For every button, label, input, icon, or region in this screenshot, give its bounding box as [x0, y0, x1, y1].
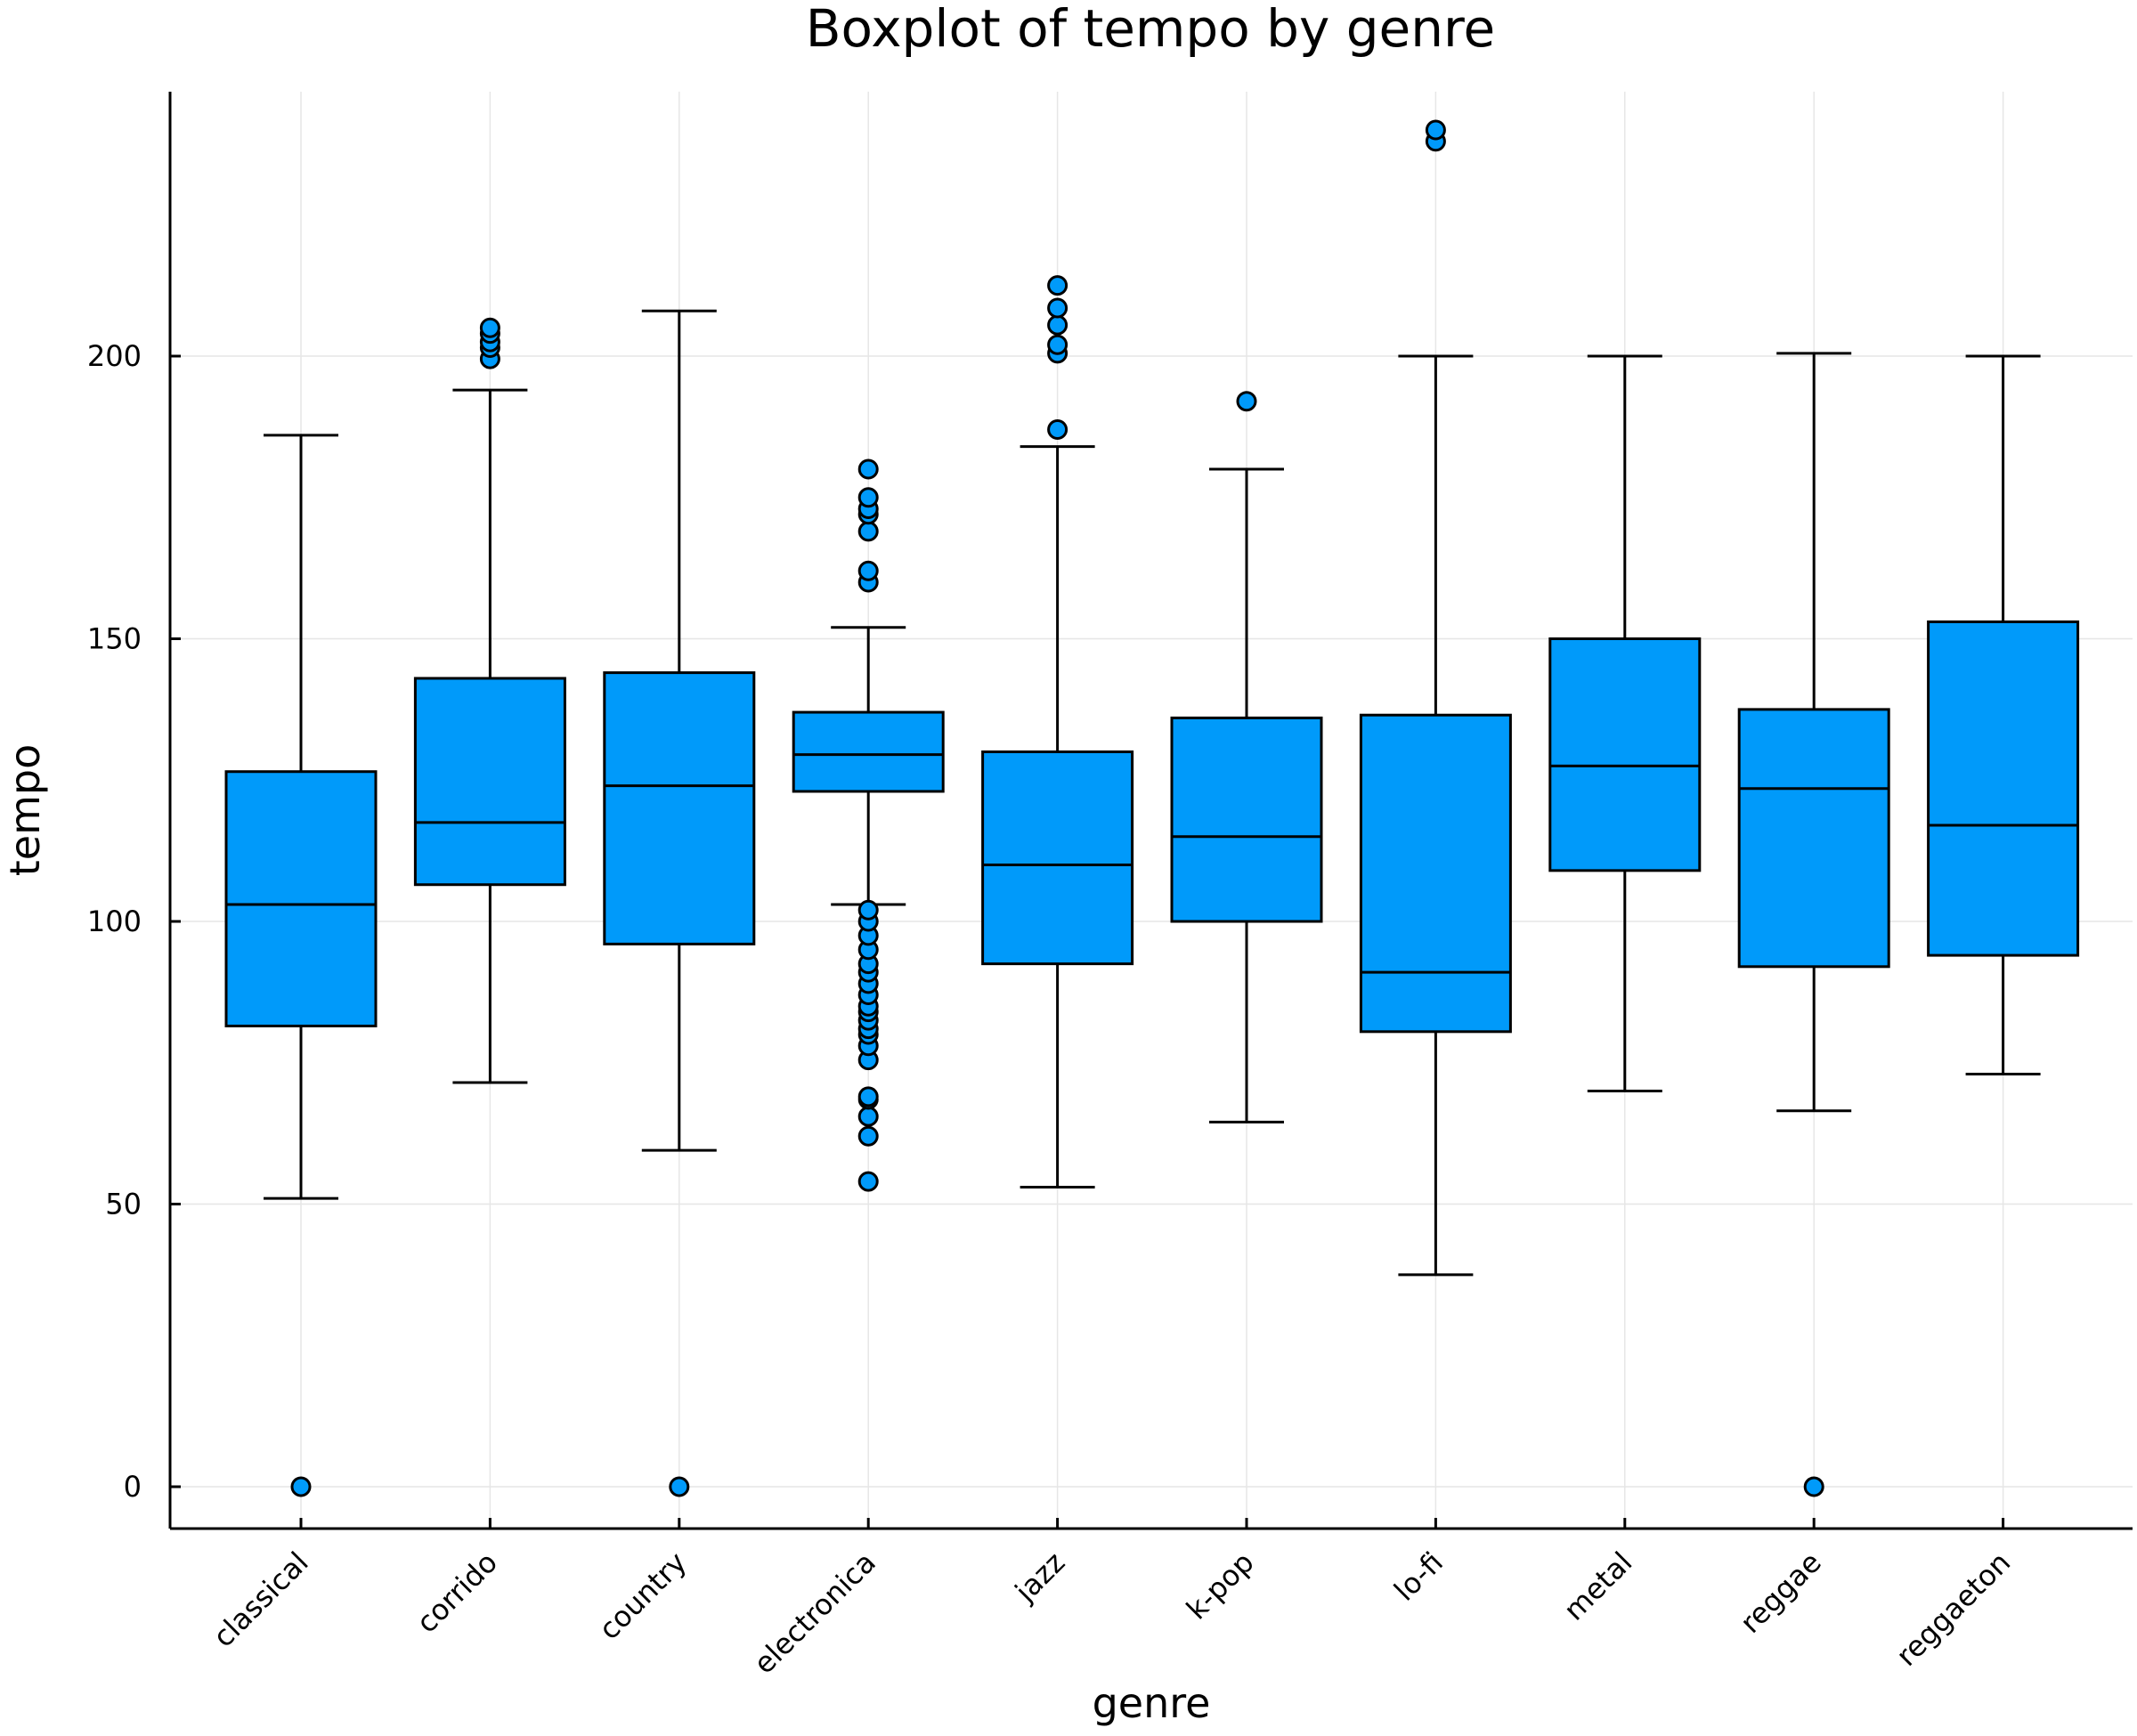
outlier-point [857, 458, 879, 480]
iqr-box [224, 770, 378, 1027]
x-ticks: classical corrido country electronica jazz k-… [207, 1518, 2017, 1681]
outlier-point [290, 1476, 312, 1497]
x-tick-label: k-pop [1180, 1545, 1261, 1626]
boxes [224, 119, 2080, 1497]
x-tick-label: metal [1557, 1545, 1639, 1627]
box-group-electronica [792, 458, 945, 1192]
x-tick-label: classical [207, 1545, 315, 1654]
x-tick-label: electronica [747, 1545, 882, 1681]
box-group-k-pop [1170, 391, 1323, 1124]
box-group-reggaeton [1927, 354, 2080, 1075]
outlier-point [669, 1476, 690, 1497]
iqr-box [413, 677, 566, 887]
outlier-point [857, 1171, 879, 1192]
x-tick-label: reggae [1734, 1545, 1828, 1640]
outlier-point [857, 560, 879, 581]
box-group-corrido [413, 317, 566, 1084]
box-group-jazz [981, 275, 1134, 1188]
x-tick-label: lo-fi [1387, 1545, 1450, 1608]
x-tick-label: country [592, 1545, 693, 1646]
iqr-box [1548, 637, 1702, 872]
y-tick-label: 50 [105, 1188, 142, 1221]
x-tick-label: corrido [410, 1545, 504, 1640]
outlier-point [1047, 419, 1068, 441]
iqr-box [603, 671, 756, 945]
x-tick-label: jazz [1008, 1545, 1071, 1609]
box-group-lo-fi [1359, 119, 1512, 1277]
outlier-point [857, 487, 879, 508]
outlier-point [857, 1086, 879, 1107]
outlier-point [1803, 1476, 1824, 1497]
y-axis-label: tempo [1, 744, 49, 877]
chart-title: Boxplot of tempo by genre [806, 0, 1496, 59]
outlier-point [1047, 275, 1068, 296]
outlier-point [1425, 119, 1446, 141]
axes [168, 92, 2133, 1530]
outlier-point [857, 1106, 879, 1127]
y-tick-label: 150 [87, 622, 142, 656]
iqr-box [792, 710, 945, 793]
x-axis-label: genre [1093, 1679, 1211, 1727]
box-group-country [603, 309, 756, 1497]
x-tick-label: reggaeton [1889, 1545, 2017, 1673]
iqr-box [1359, 713, 1512, 1034]
y-tick-label: 0 [124, 1470, 142, 1504]
box-group-classical [224, 434, 378, 1497]
outlier-point [857, 521, 879, 542]
iqr-box [1927, 620, 2080, 957]
outlier-point [479, 317, 500, 338]
iqr-box [981, 750, 1134, 966]
iqr-box [1737, 708, 1890, 969]
outlier-point [857, 1125, 879, 1147]
box-group-reggae [1737, 352, 1890, 1497]
outlier-point [1047, 334, 1068, 355]
outlier-point [1047, 314, 1068, 336]
outlier-point [1047, 297, 1068, 319]
outlier-point [1236, 391, 1257, 412]
y-ticks: 0 50 100 150 200 [87, 339, 181, 1504]
outlier-point [857, 899, 879, 921]
y-tick-label: 200 [87, 339, 142, 373]
box-group-metal [1548, 354, 1702, 1092]
y-tick-label: 100 [87, 905, 142, 938]
iqr-box [1170, 716, 1323, 923]
